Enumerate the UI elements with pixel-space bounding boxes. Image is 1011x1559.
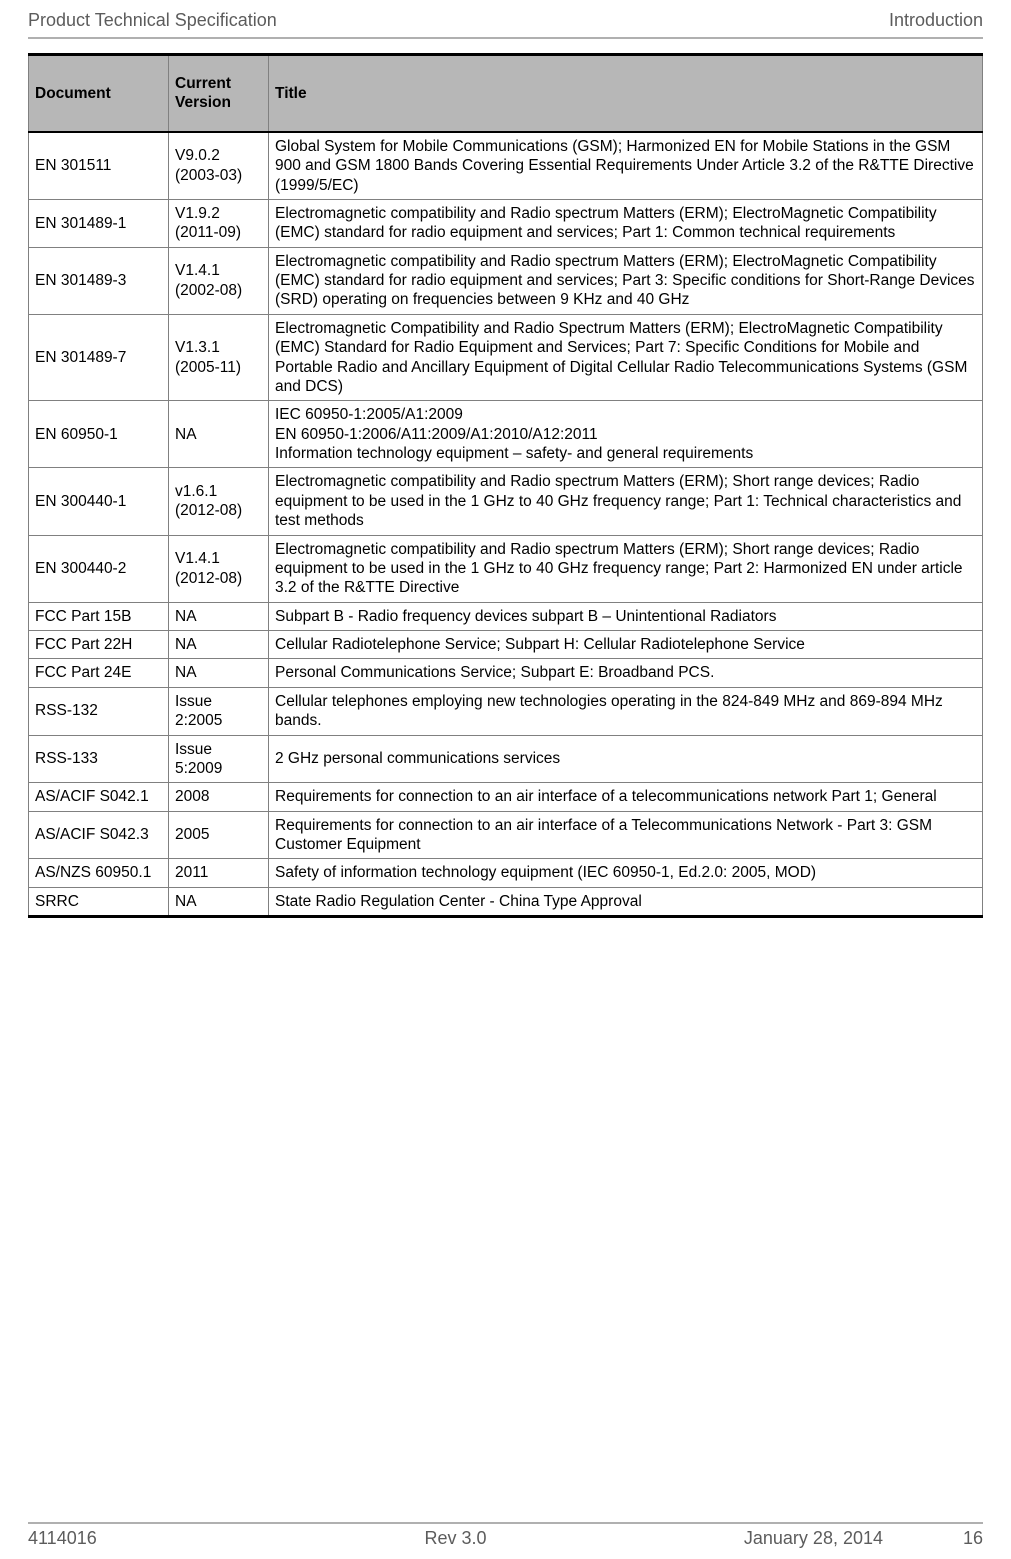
table-row: FCC Part 24ENAPersonal Communications Se… — [29, 659, 983, 687]
table-cell: NA — [169, 602, 269, 630]
footer-page-number: 16 — [943, 1528, 983, 1549]
table-cell: Electromagnetic compatibility and Radio … — [269, 199, 983, 247]
table-cell: AS/ACIF S042.3 — [29, 811, 169, 859]
table-cell: NA — [169, 659, 269, 687]
table-row: SRRCNAState Radio Regulation Center - Ch… — [29, 887, 983, 916]
table-cell: Issue 5:2009 — [169, 735, 269, 783]
col-header-version: Current Version — [169, 55, 269, 132]
table-row: EN 60950-1NAIEC 60950-1:2005/A1:2009EN 6… — [29, 401, 983, 468]
table-row: FCC Part 15BNASubpart B - Radio frequenc… — [29, 602, 983, 630]
table-cell: RSS-132 — [29, 687, 169, 735]
specification-table: Document Current Version Title EN 301511… — [28, 53, 983, 918]
table-cell: Requirements for connection to an air in… — [269, 811, 983, 859]
table-cell: EN 301511 — [29, 132, 169, 200]
table-row: EN 301489-1V1.9.2 (2011-09)Electromagnet… — [29, 199, 983, 247]
table-cell: EN 300440-2 — [29, 535, 169, 602]
table-cell: V1.4.1 (2012-08) — [169, 535, 269, 602]
table-cell: V1.9.2 (2011-09) — [169, 199, 269, 247]
table-row: EN 301511V9.0.2 (2003-03)Global System f… — [29, 132, 983, 200]
page-footer: 4114016 Rev 3.0 January 28, 2014 16 — [28, 1522, 983, 1549]
header-right: Introduction — [889, 10, 983, 31]
table-cell: EN 301489-1 — [29, 199, 169, 247]
table-cell: Global System for Mobile Communications … — [269, 132, 983, 200]
table-cell: 2 GHz personal communications services — [269, 735, 983, 783]
table-row: FCC Part 22HNACellular Radiotelephone Se… — [29, 631, 983, 659]
table-cell: V9.0.2 (2003-03) — [169, 132, 269, 200]
footer-revision: Rev 3.0 — [313, 1528, 598, 1549]
table-cell: 2011 — [169, 859, 269, 887]
table-cell: Requirements for connection to an air in… — [269, 783, 983, 811]
table-cell: EN 300440-1 — [29, 468, 169, 535]
table-cell: SRRC — [29, 887, 169, 916]
table-cell: Electromagnetic compatibility and Radio … — [269, 247, 983, 314]
header-left: Product Technical Specification — [28, 10, 277, 31]
table-cell: EN 60950-1 — [29, 401, 169, 468]
table-header-row: Document Current Version Title — [29, 55, 983, 132]
table-cell: AS/NZS 60950.1 — [29, 859, 169, 887]
table-cell: AS/ACIF S042.1 — [29, 783, 169, 811]
table-cell: Personal Communications Service; Subpart… — [269, 659, 983, 687]
table-cell: 2005 — [169, 811, 269, 859]
table-row: EN 301489-7V1.3.1 (2005-11)Electromagnet… — [29, 314, 983, 401]
table-cell: FCC Part 15B — [29, 602, 169, 630]
table-cell: IEC 60950-1:2005/A1:2009EN 60950-1:2006/… — [269, 401, 983, 468]
table-cell: NA — [169, 887, 269, 916]
table-cell: NA — [169, 401, 269, 468]
table-cell: FCC Part 22H — [29, 631, 169, 659]
table-row: EN 300440-1v1.6.1 (2012-08)Electromagnet… — [29, 468, 983, 535]
table-cell: V1.4.1 (2002-08) — [169, 247, 269, 314]
table-cell: EN 301489-7 — [29, 314, 169, 401]
table-cell: Electromagnetic compatibility and Radio … — [269, 468, 983, 535]
table-cell: FCC Part 24E — [29, 659, 169, 687]
table-cell: V1.3.1 (2005-11) — [169, 314, 269, 401]
table-row: EN 301489-3V1.4.1 (2002-08)Electromagnet… — [29, 247, 983, 314]
table-cell: State Radio Regulation Center - China Ty… — [269, 887, 983, 916]
table-row: EN 300440-2V1.4.1 (2012-08)Electromagnet… — [29, 535, 983, 602]
table-cell: Issue 2:2005 — [169, 687, 269, 735]
table-cell: Electromagnetic Compatibility and Radio … — [269, 314, 983, 401]
table-row: AS/NZS 60950.12011Safety of information … — [29, 859, 983, 887]
table-body: EN 301511V9.0.2 (2003-03)Global System f… — [29, 132, 983, 917]
table-row: RSS-132Issue 2:2005Cellular telephones e… — [29, 687, 983, 735]
page-header: Product Technical Specification Introduc… — [28, 0, 983, 39]
table-cell: Cellular telephones employing new techno… — [269, 687, 983, 735]
table-row: AS/ACIF S042.32005Requirements for conne… — [29, 811, 983, 859]
table-cell: RSS-133 — [29, 735, 169, 783]
col-header-title: Title — [269, 55, 983, 132]
table-cell: Electromagnetic compatibility and Radio … — [269, 535, 983, 602]
table-row: AS/ACIF S042.12008Requirements for conne… — [29, 783, 983, 811]
table-row: RSS-133Issue 5:20092 GHz personal commun… — [29, 735, 983, 783]
table-cell: Cellular Radiotelephone Service; Subpart… — [269, 631, 983, 659]
table-cell: Subpart B - Radio frequency devices subp… — [269, 602, 983, 630]
table-cell: v1.6.1 (2012-08) — [169, 468, 269, 535]
table-cell: NA — [169, 631, 269, 659]
document-page: Product Technical Specification Introduc… — [0, 0, 1011, 1559]
footer-date: January 28, 2014 — [598, 1528, 943, 1549]
footer-doc-number: 4114016 — [28, 1528, 313, 1549]
table-cell: 2008 — [169, 783, 269, 811]
table-cell: EN 301489-3 — [29, 247, 169, 314]
col-header-document: Document — [29, 55, 169, 132]
table-cell: Safety of information technology equipme… — [269, 859, 983, 887]
